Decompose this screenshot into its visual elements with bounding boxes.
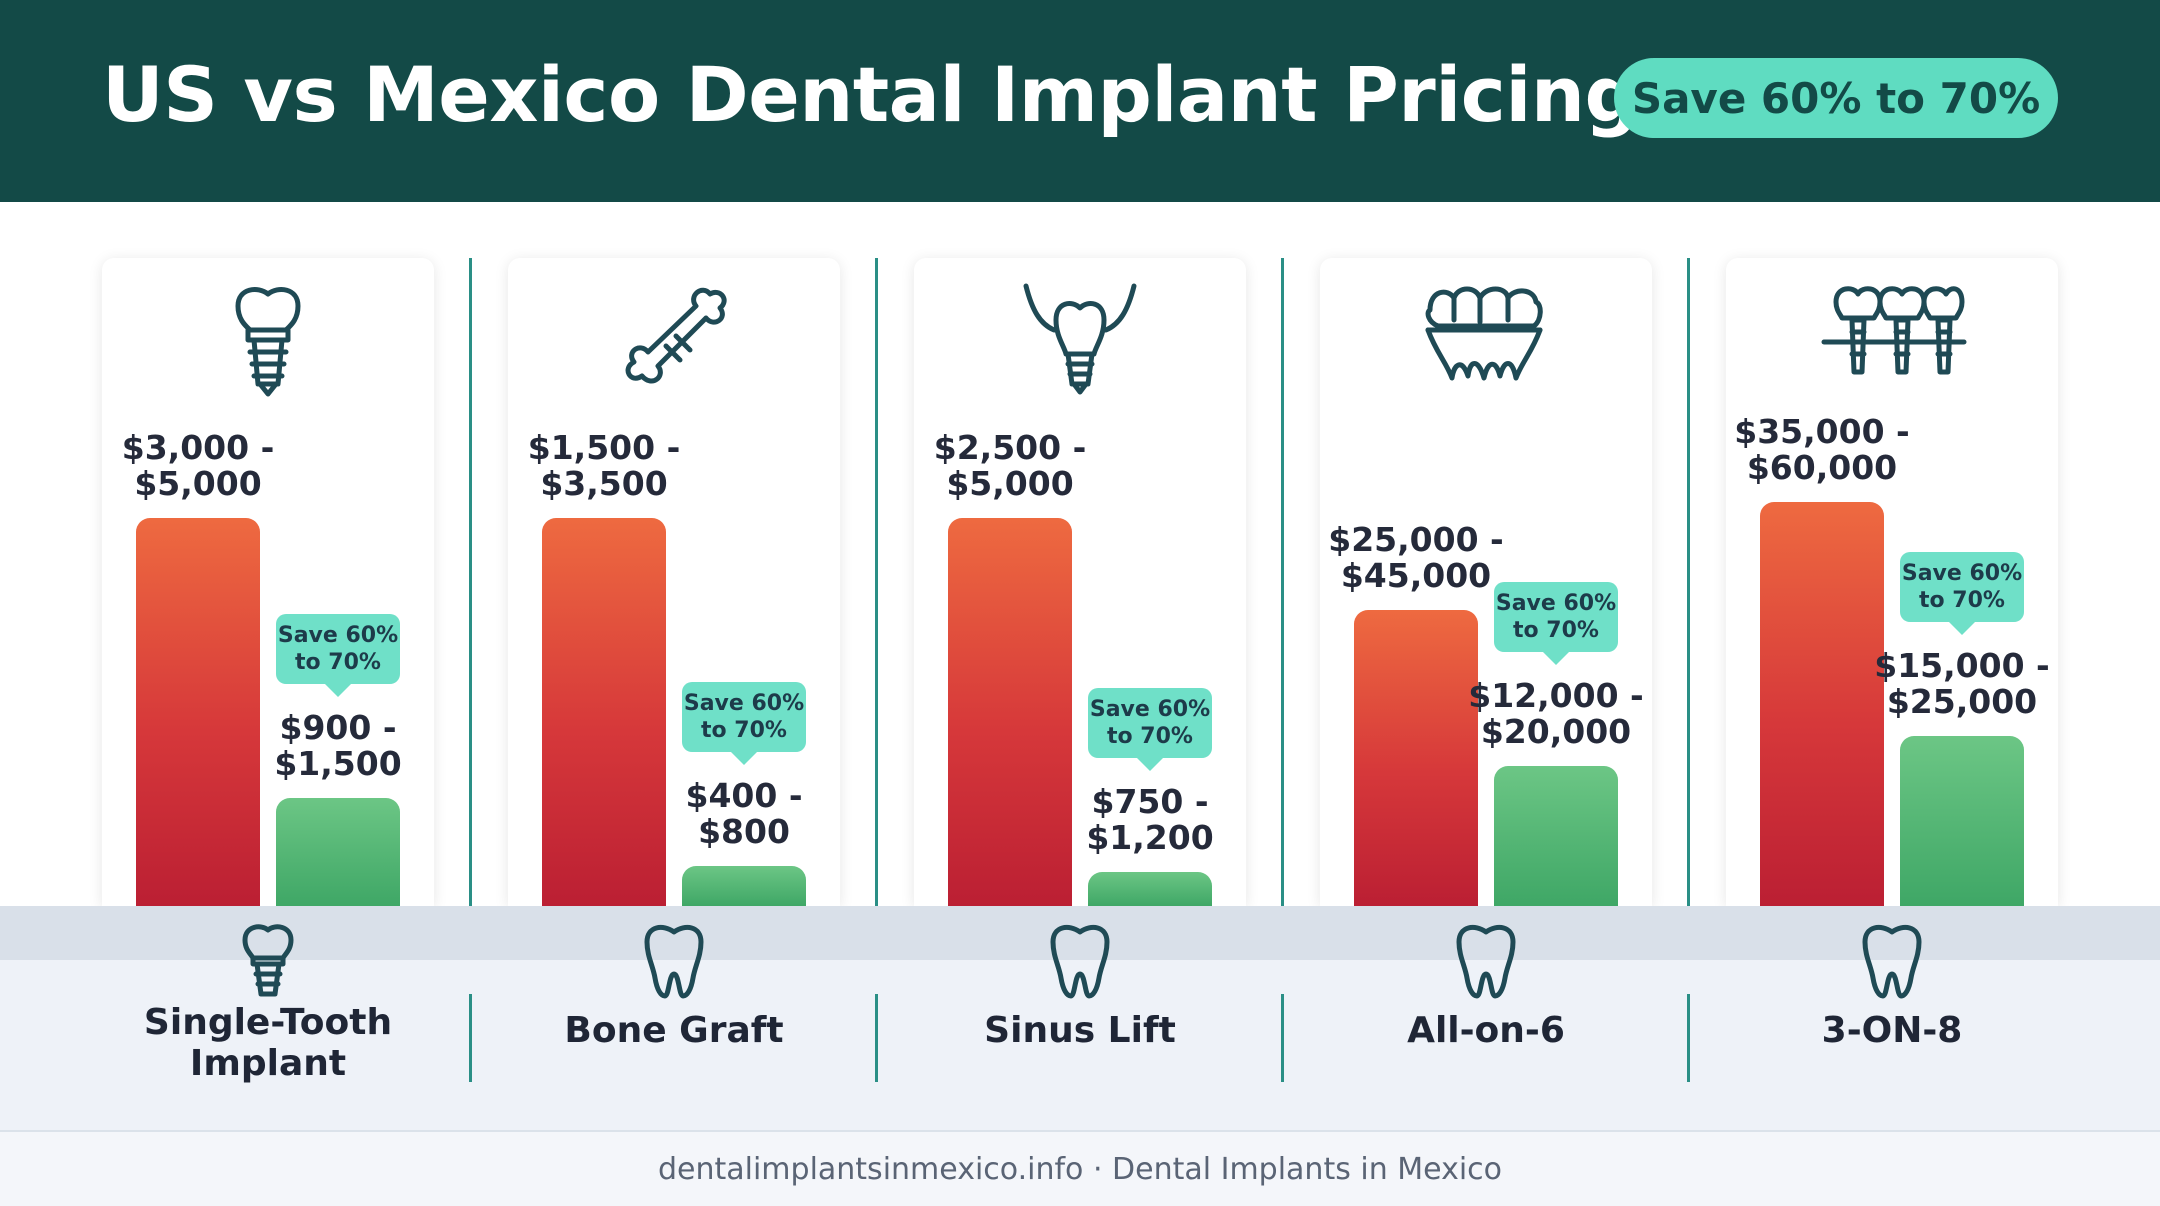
mexico-price-bar: [682, 866, 806, 906]
mexico-price-bar: [1088, 872, 1212, 906]
us-price-bar: [136, 518, 260, 906]
denture-icon: [1416, 280, 1556, 400]
us-price-label: $25,000 - $45,000: [1326, 522, 1506, 594]
savings-text: to 70%: [1513, 618, 1599, 643]
us-price-line: $5,000: [946, 464, 1074, 503]
us-price-line: $3,500: [540, 464, 668, 503]
savings-text: Save 60%: [683, 691, 805, 716]
mexico-price-label: $12,000 - $20,000: [1466, 678, 1646, 750]
mexico-price-label: $900 - $1,500: [248, 710, 428, 782]
mexico-price-line: $15,000 -: [1874, 646, 2050, 685]
mexico-price-line: $1,500: [274, 744, 402, 783]
mexico-price-bar: [1494, 766, 1618, 906]
mexico-price-label: $15,000 - $25,000: [1872, 648, 2052, 720]
category-label-line: Implant: [189, 1043, 347, 1084]
footer: dentalimplantsinmexico.info · Dental Imp…: [0, 1132, 2160, 1206]
card-divider: [875, 258, 878, 906]
us-price-line: $45,000: [1340, 556, 1492, 595]
category-label-line: 3-ON-8: [1821, 1010, 1963, 1051]
category-label: Single-Tooth Implant: [68, 1002, 468, 1084]
tooth-icon: [1857, 922, 1927, 999]
us-price-label: $2,500 - $5,000: [920, 430, 1100, 502]
mexico-price-label: $750 - $1,200: [1060, 784, 1240, 856]
us-price-line: $60,000: [1746, 448, 1898, 487]
mexico-price-bar: [1900, 736, 2024, 906]
savings-text: Save 60%: [1089, 697, 1211, 722]
us-price-line: $25,000 -: [1328, 520, 1504, 559]
category-label-line: Single-Tooth: [143, 1002, 393, 1043]
mexico-price-label: $400 - $800: [654, 778, 834, 850]
card-divider: [1687, 258, 1690, 906]
us-price-line: $35,000 -: [1734, 412, 1910, 451]
tooth-icon: [1451, 922, 1521, 999]
us-price-label: $35,000 - $60,000: [1732, 414, 1912, 486]
mexico-price-line: $1,200: [1086, 818, 1214, 857]
header-banner: US vs Mexico Dental Implant Pricing Save…: [0, 0, 2160, 202]
category-label: Bone Graft: [474, 1010, 874, 1051]
card-divider: [1281, 258, 1284, 906]
category-label-line: Sinus Lift: [984, 1010, 1176, 1051]
category-divider: [875, 994, 878, 1082]
us-price-label: $1,500 - $3,500: [514, 430, 694, 502]
category-label: 3-ON-8: [1692, 1010, 2092, 1051]
category-label-line: Bone Graft: [564, 1010, 784, 1051]
savings-tooltip: Save 60% to 70%: [1088, 688, 1212, 771]
category-divider: [1687, 994, 1690, 1082]
us-price-line: $3,000 -: [121, 428, 275, 467]
card-divider: [469, 258, 472, 906]
category-divider: [469, 994, 472, 1082]
category-label: All-on-6: [1286, 1010, 1686, 1051]
mexico-price-line: $25,000: [1886, 682, 2038, 721]
page-title: US vs Mexico Dental Implant Pricing: [102, 50, 1639, 139]
tooth-icon: [1045, 922, 1115, 999]
us-price-bar: [542, 518, 666, 906]
category-divider: [1281, 994, 1284, 1082]
us-price-bar: [1354, 610, 1478, 906]
us-price-line: $1,500 -: [527, 428, 681, 467]
sinus-implant-icon: [1010, 280, 1150, 400]
implant-bridge-icon: [1821, 280, 1967, 400]
footer-divider: [0, 1130, 2160, 1132]
savings-text: Save 60%: [277, 623, 399, 648]
category-label: Sinus Lift: [880, 1010, 1280, 1051]
tooth-icon: [639, 922, 709, 999]
category-label-line: All-on-6: [1407, 1010, 1565, 1051]
mexico-price-bar: [276, 798, 400, 906]
savings-text: Save 60%: [1901, 561, 2023, 586]
footer-text: dentalimplantsinmexico.info · Dental Imp…: [657, 1151, 1503, 1187]
mexico-price-line: $800: [698, 812, 790, 851]
us-price-bar: [948, 518, 1072, 906]
us-price-bar: [1760, 502, 1884, 906]
savings-tooltip: Save 60% to 70%: [682, 682, 806, 765]
savings-badge: Save 60% to 70%: [1614, 58, 2058, 138]
savings-tooltip: Save 60% to 70%: [1494, 582, 1618, 665]
savings-tooltip: Save 60% to 70%: [276, 614, 400, 697]
mexico-price-line: $20,000: [1480, 712, 1632, 751]
savings-text: to 70%: [1919, 588, 2005, 613]
savings-text: to 70%: [295, 650, 381, 675]
mexico-price-line: $12,000 -: [1468, 676, 1644, 715]
category-band: [0, 960, 2160, 1130]
us-price-label: $3,000 - $5,000: [108, 430, 288, 502]
bone-icon: [604, 280, 744, 400]
us-price-line: $5,000: [134, 464, 262, 503]
savings-text: Save 60%: [1495, 591, 1617, 616]
implant-icon: [233, 922, 303, 998]
us-price-line: $2,500 -: [933, 428, 1087, 467]
savings-text: to 70%: [701, 718, 787, 743]
implant-icon: [198, 280, 338, 400]
savings-tooltip: Save 60% to 70%: [1900, 552, 2024, 635]
mexico-price-line: $900 -: [279, 708, 397, 747]
mexico-price-line: $400 -: [685, 776, 803, 815]
savings-text: to 70%: [1107, 724, 1193, 749]
mexico-price-line: $750 -: [1091, 782, 1209, 821]
